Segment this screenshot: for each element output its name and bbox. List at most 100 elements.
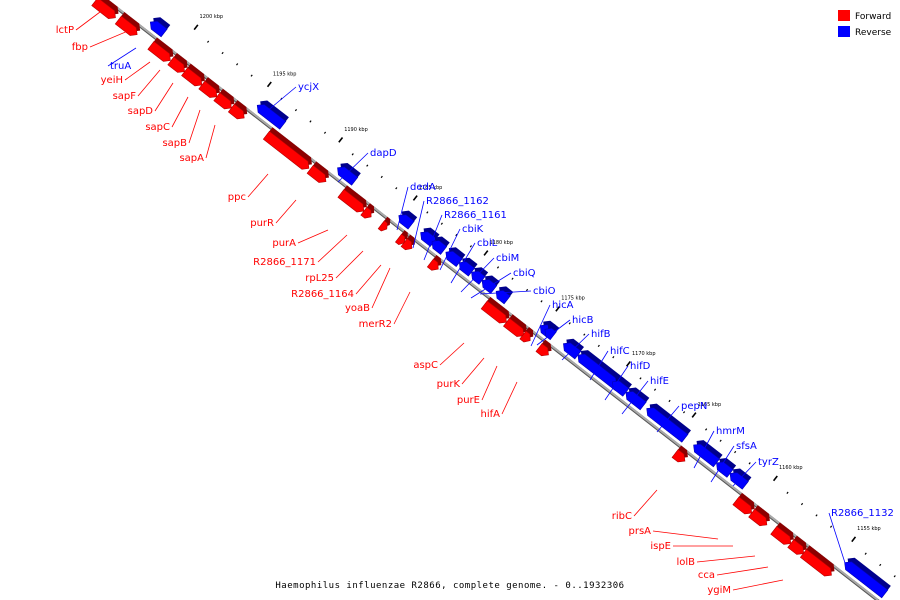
tick-mark — [851, 536, 857, 543]
gene-label-r2866-1162: R2866_1162 — [426, 196, 489, 207]
gene-arrow — [732, 496, 753, 515]
gene-label-r2866-1161: R2866_1161 — [444, 210, 507, 221]
gene-arrow — [471, 270, 486, 285]
callout-line — [337, 152, 369, 183]
gene-label-ribc: ribC — [612, 511, 632, 522]
callout-line — [247, 173, 269, 198]
gene-arrow — [377, 220, 388, 232]
callout-line — [652, 530, 719, 540]
legend-forward-label: Forward — [855, 12, 891, 22]
tick-mark — [691, 412, 697, 418]
gene-label-pura: purA — [272, 238, 296, 249]
callout-line — [696, 555, 756, 563]
callout-line — [481, 365, 498, 401]
minor-tick — [309, 120, 312, 123]
minor-tick — [893, 575, 896, 578]
gene-label-cbil: cbiL — [477, 238, 498, 249]
callout-line — [423, 214, 443, 261]
tick-label: 1190 kbp — [344, 127, 368, 133]
gene-label-r2866-1171: R2866_1171 — [253, 257, 316, 268]
tick-label: 1160 kbp — [779, 465, 803, 471]
gene-pure — [519, 327, 534, 343]
minor-tick — [734, 450, 737, 454]
gene-label-ispe: ispE — [650, 541, 671, 552]
callout-line — [710, 445, 735, 483]
callout-line — [137, 69, 161, 97]
callout-line — [75, 11, 101, 31]
callout-line — [470, 272, 512, 299]
gene-r2866-1164 — [394, 230, 408, 245]
minor-tick — [511, 277, 514, 280]
gene-arrow — [729, 472, 749, 490]
gene-label-cbik: cbiK — [462, 224, 484, 235]
callout-line — [335, 250, 364, 279]
callout-line — [633, 489, 658, 517]
gene-arrow — [671, 449, 686, 463]
gene-arrow — [337, 166, 359, 186]
callout-line — [439, 228, 461, 271]
callout-line — [479, 290, 532, 295]
minor-tick — [786, 491, 789, 494]
gene-label-hifb: hifB — [591, 329, 611, 340]
gene-label-tyrz: tyrZ — [758, 457, 779, 468]
tick-label: 1200 kbp — [200, 14, 224, 20]
minor-tick — [221, 51, 224, 55]
gene-label-rpl25: rpL25 — [305, 273, 334, 284]
gene-arrow — [198, 80, 218, 98]
gene-label-prsa: prsA — [628, 526, 651, 537]
gene-label-ycjx: ycjX — [298, 82, 319, 93]
gene-label-dapd: dapD — [370, 148, 397, 159]
gene-label-sfsa: sfsA — [736, 441, 757, 452]
gene-label-hmrm: hmrM — [716, 426, 745, 437]
gene-arrow — [625, 391, 647, 411]
gene-cbim — [471, 267, 489, 285]
callout-line — [355, 264, 382, 295]
gene-label-pure: purE — [457, 395, 480, 406]
gene-cbil — [458, 257, 478, 277]
gene-arrow — [535, 343, 549, 357]
tick-mark — [555, 305, 561, 312]
figure-caption: Haemophilus influenzae R2866, complete g… — [275, 581, 624, 591]
gene-sapa — [227, 100, 248, 120]
minor-tick — [540, 300, 543, 303]
gene-arrow — [612, 380, 630, 397]
gene-aspc — [480, 296, 510, 324]
tick-mark — [266, 81, 272, 88]
gene-label-hifc: hifC — [610, 346, 630, 357]
gene-arrow — [431, 240, 448, 255]
tick-mark — [625, 361, 631, 367]
minor-tick — [682, 411, 686, 414]
gene-rpl25 — [377, 216, 391, 232]
gene-label-r2866-1132: R2866_1132 — [831, 508, 894, 519]
callout-line — [536, 319, 571, 346]
gene-label-purr: purR — [250, 218, 274, 229]
gene-sapf — [167, 52, 188, 73]
gene-arrow — [693, 443, 720, 468]
callout-line — [205, 124, 216, 159]
gene-prsa — [732, 492, 755, 515]
gene-arrow — [770, 525, 792, 545]
gene-label-yeih: yeiH — [101, 75, 123, 86]
callout-line — [371, 267, 391, 309]
gene-lolb — [770, 522, 794, 545]
callout-line — [561, 333, 590, 361]
callout-line — [461, 357, 485, 385]
callout-line — [501, 381, 518, 415]
gene-arrow — [480, 300, 507, 324]
minor-tick — [597, 344, 600, 348]
minor-tick — [639, 377, 642, 380]
gene-label-pepn: pepN — [681, 401, 707, 412]
callout-line — [439, 342, 465, 366]
gene-arrow — [748, 508, 768, 527]
gene-label-ppc: ppc — [228, 192, 246, 203]
callout-line — [530, 304, 551, 347]
callout-line — [828, 512, 847, 567]
gene-cca — [787, 535, 807, 555]
callout-line — [393, 291, 411, 325]
tick-label: 1195 kbp — [273, 71, 297, 77]
gene-purr — [306, 161, 329, 183]
gene-yoab — [400, 234, 415, 251]
gene-label-trua: truA — [110, 61, 131, 72]
callout-line — [396, 186, 409, 231]
